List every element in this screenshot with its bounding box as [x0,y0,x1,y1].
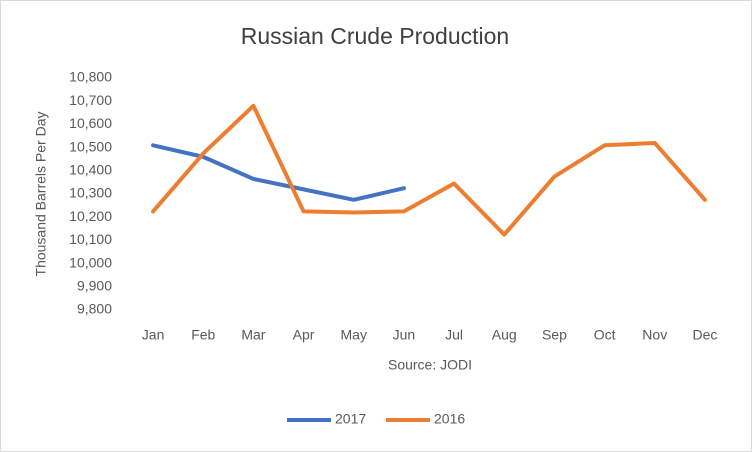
x-tick-label: Dec [692,327,717,343]
x-axis-label: Source: JODI [388,357,472,373]
y-tick-label: 9,900 [77,278,112,294]
x-tick-label: Apr [293,327,315,343]
y-tick-label: 10,600 [69,115,112,131]
y-tick-label: 9,800 [77,301,112,317]
x-tick-label: May [341,327,367,343]
y-tick-label: 10,300 [69,185,112,201]
x-tick-label: Jan [142,327,165,343]
x-tick-label: Sep [542,327,567,343]
x-tick-label: Mar [241,327,265,343]
x-tick-label: Jul [445,327,463,343]
series-line [151,103,707,237]
x-tick-label: Oct [594,327,616,343]
y-tick-label: 10,800 [69,69,112,85]
legend-label: 2017 [335,411,366,427]
x-tick-label: Jun [393,327,416,343]
x-tick-label: Nov [642,327,667,343]
series-line [151,143,406,202]
y-tick-label: 10,400 [69,162,112,178]
legend-label: 2016 [434,411,465,427]
y-tick-label: 10,100 [69,231,112,247]
y-tick-label: 10,500 [69,138,112,154]
x-tick-label: Feb [191,327,215,343]
y-tick-label: 10,000 [69,254,112,270]
y-tick-label: 10,200 [69,208,112,224]
y-tick-label: 10,700 [69,92,112,108]
x-tick-label: Aug [492,327,517,343]
y-axis-label: Thousand Barrels Per Day [33,112,49,277]
chart-title: Russian Crude Production [241,23,509,49]
